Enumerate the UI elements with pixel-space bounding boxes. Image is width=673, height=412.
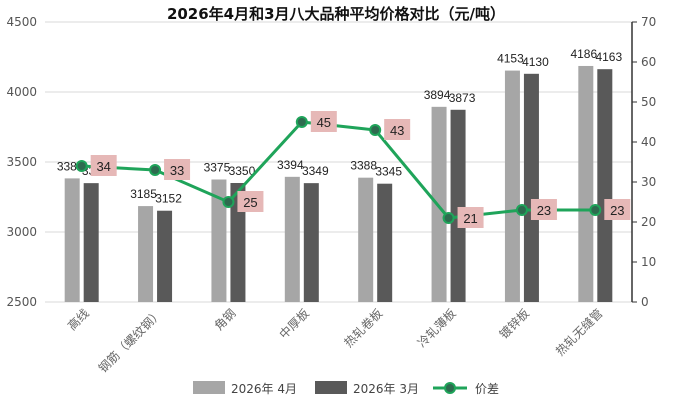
right-axis-tick: 20	[641, 215, 656, 229]
diff-label-box	[530, 199, 557, 220]
bar-apr-label: 3394	[277, 158, 304, 172]
diff-point	[369, 124, 382, 136]
legend-label-diff: 价差	[475, 382, 499, 396]
bar-apr-label: 4153	[497, 52, 524, 66]
bar-apr-label: 3185	[130, 187, 157, 201]
bar-mar-label: 4130	[522, 55, 549, 69]
left-axis-tick: 4500	[6, 15, 37, 29]
category-labels: 高线 钢筋（螺纹钢） 角钢 中厚板 热轧卷板 冷轧薄板 镀锌板 热轧无缝管	[64, 306, 605, 376]
bar-series	[64, 65, 613, 303]
category-label: 钢筋（螺纹钢）	[95, 306, 165, 376]
chart-title: 2026年4月和3月八大品种平均价格对比（元/吨）	[167, 5, 505, 23]
diff-label-box	[457, 207, 484, 228]
bar-mar	[157, 210, 173, 302]
bar-apr-label: 3388	[350, 159, 377, 173]
right-axis-tick: 10	[641, 255, 656, 269]
right-axis-tick: 40	[641, 135, 656, 149]
bar-apr	[64, 178, 80, 302]
diff-label-box	[90, 155, 117, 176]
category-label: 热轧卷板	[341, 306, 386, 351]
legend-swatch-apr	[193, 381, 225, 394]
bar-mar	[83, 183, 99, 302]
diff-label-box	[310, 111, 337, 132]
diff-point	[589, 204, 602, 216]
category-label: 冷轧薄板	[414, 306, 459, 351]
bar-apr-label: 4186	[570, 47, 597, 61]
diff-label: 33	[170, 163, 184, 178]
diff-point	[222, 196, 235, 208]
legend-label-mar: 2026年 3月	[353, 382, 419, 396]
right-axis-tick: 30	[641, 175, 656, 189]
right-axis-tick: 0	[641, 295, 649, 309]
category-label: 高线	[64, 306, 92, 334]
diff-line-series: 34 33 25 45 43 21 23 23	[75, 111, 631, 228]
diff-label: 23	[610, 203, 624, 218]
bar-apr	[284, 176, 300, 302]
bar-mar	[303, 183, 319, 302]
diff-label: 23	[537, 203, 551, 218]
bar-apr	[358, 177, 374, 302]
legend: 2026年 4月 2026年 3月 价差	[193, 381, 499, 396]
diff-point	[149, 164, 162, 176]
left-axis-tick: 3500	[6, 155, 37, 169]
bar-mar	[377, 183, 393, 302]
diff-label: 25	[243, 195, 257, 210]
legend-swatch-mar	[315, 381, 347, 394]
legend-label-apr: 2026年 4月	[231, 382, 297, 396]
axes: 2500 3000 3500 4000 4500 0 10 20 30 40 50 60 70	[6, 15, 656, 309]
right-axis-tick: 60	[641, 55, 656, 69]
left-axis-tick: 2500	[6, 295, 37, 309]
right-axis-tick: 50	[641, 95, 656, 109]
category-label: 镀锌板	[497, 306, 532, 341]
bar-apr	[138, 206, 154, 302]
category-label: 角钢	[212, 306, 239, 333]
category-label: 热轧无缝管	[552, 306, 605, 359]
bar-mar-label: 4163	[595, 50, 622, 64]
bar-apr	[504, 70, 520, 302]
bar-apr-label: 3375	[204, 161, 231, 175]
bar-mar-label: 3152	[155, 192, 182, 206]
diff-label: 34	[96, 159, 110, 174]
bar-mar	[597, 69, 613, 303]
diff-label: 21	[463, 211, 477, 226]
diff-point	[515, 204, 528, 216]
bar-mar-label: 3350	[229, 164, 256, 178]
category-label: 中厚板	[276, 306, 312, 342]
bar-mar	[450, 109, 466, 302]
diff-point	[295, 116, 308, 128]
left-axis-tick: 4000	[6, 85, 37, 99]
bar-mar-label: 3345	[375, 165, 402, 179]
diff-point	[75, 160, 88, 172]
bar-mar-label: 3873	[449, 91, 476, 105]
bar-mar	[230, 183, 246, 302]
bar-apr	[211, 179, 227, 302]
bar-apr	[578, 65, 594, 303]
diff-label-box	[384, 119, 411, 140]
bar-apr-label: 3894	[424, 88, 451, 102]
bar-data-labels: 3383334931853152337533503394334933883345…	[57, 47, 623, 206]
diff-label-box	[604, 199, 631, 220]
bar-mar-label: 3349	[302, 164, 329, 178]
diff-label: 43	[390, 123, 404, 138]
bar-mar	[523, 73, 539, 302]
right-axis-tick: 70	[641, 15, 656, 29]
diff-label: 45	[317, 115, 331, 130]
legend-marker-diff	[444, 382, 456, 394]
diff-label-box	[164, 159, 191, 180]
diff-point	[442, 212, 455, 224]
diff-label-box	[237, 191, 264, 212]
left-axis-tick: 3000	[6, 225, 37, 239]
